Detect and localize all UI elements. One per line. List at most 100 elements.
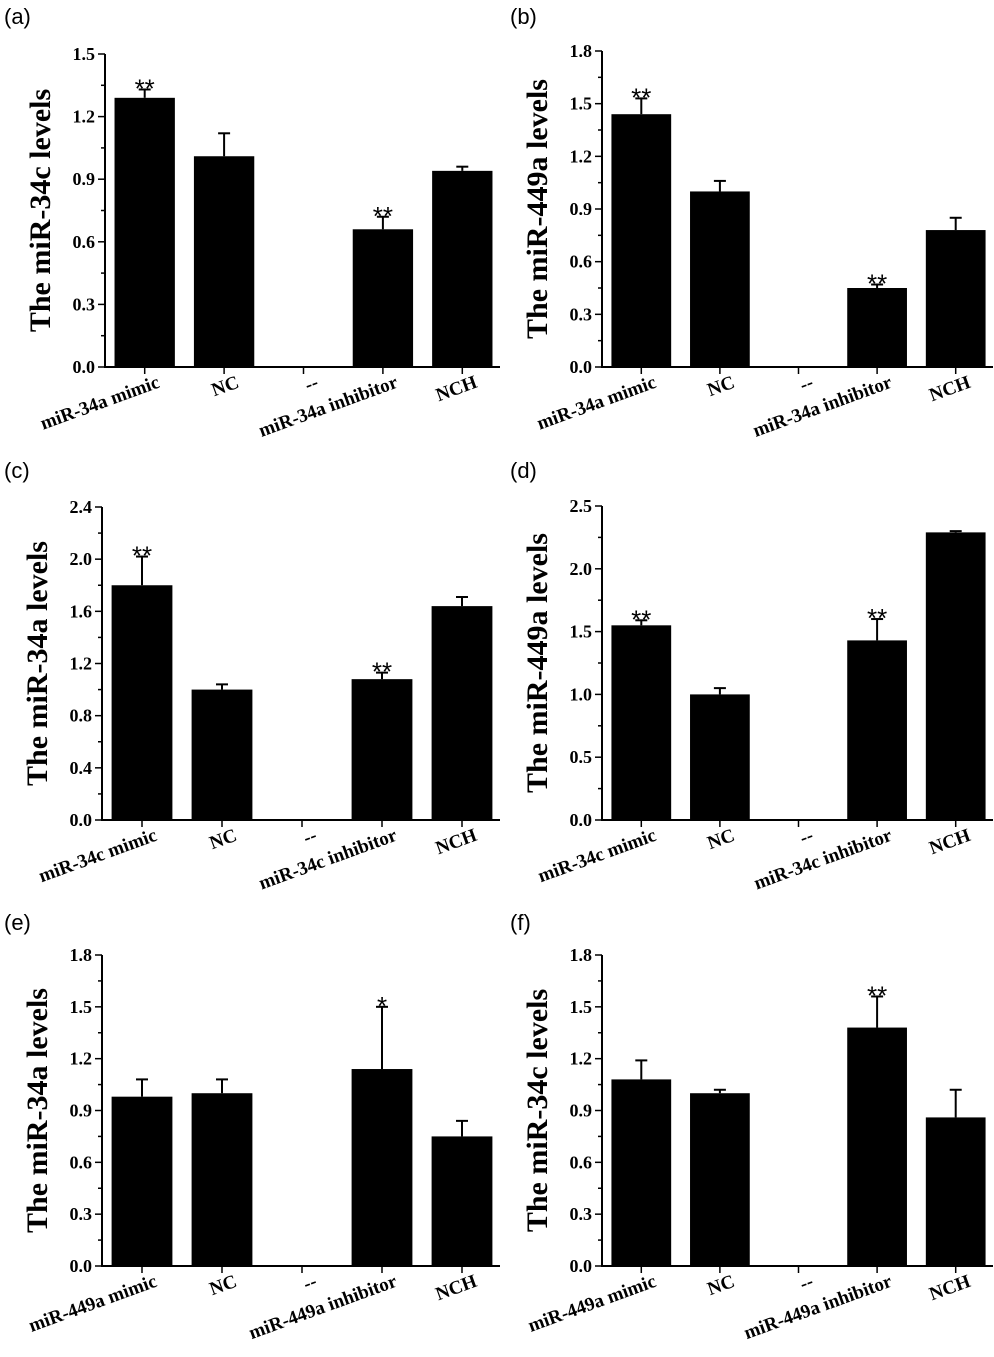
bar xyxy=(690,191,750,367)
y-tick-label: 1.2 xyxy=(70,654,93,674)
x-category-label: miR-449a mimic xyxy=(525,1271,659,1337)
significance-label: ** xyxy=(867,603,887,633)
x-category-label: miR-34a inhibitor xyxy=(256,372,401,442)
chart-panel-2: (c) The miR-34a levels ** ** 0.0 0.4 0.8 1.2 1.6… xyxy=(4,458,500,894)
x-category-label: NC xyxy=(705,372,738,401)
significance-label: ** xyxy=(867,268,887,298)
x-category-label: NC xyxy=(705,825,738,854)
bar xyxy=(111,585,173,820)
bar xyxy=(431,606,493,820)
y-axis-title: The miR-34a levels xyxy=(21,541,54,786)
x-category-label: miR-449a mimic xyxy=(26,1271,160,1337)
chart-panel-3: (d) The miR-449a levels ** ** 0.0 0.5 1.0 1.5 2.… xyxy=(510,458,993,894)
y-tick-label: 0.0 xyxy=(570,1256,593,1276)
y-tick-label: 1.8 xyxy=(570,41,593,61)
panel-label: (f) xyxy=(510,910,531,935)
bar xyxy=(432,170,493,367)
x-category-label: miR-34a mimic xyxy=(534,372,659,435)
x-category-label: miR-34a mimic xyxy=(38,372,163,435)
y-tick-label: 2.4 xyxy=(70,497,93,517)
y-tick-label: 0.6 xyxy=(70,1152,93,1172)
y-axis-title: The miR-449a levels xyxy=(521,79,554,339)
significance-label: ** xyxy=(373,201,393,231)
bar xyxy=(114,97,175,367)
significance-label: ** xyxy=(631,604,651,634)
x-category-label: -- xyxy=(301,1271,320,1295)
y-tick-label: 0.5 xyxy=(570,747,593,767)
bar xyxy=(925,532,986,820)
y-tick-label: 1.5 xyxy=(73,44,96,64)
bar xyxy=(690,694,750,820)
bar xyxy=(847,1027,907,1266)
y-tick-label: 1.8 xyxy=(70,945,93,965)
x-category-label: NCH xyxy=(927,1271,974,1305)
bar xyxy=(847,288,907,367)
y-tick-label: 0.6 xyxy=(73,232,96,252)
chart-panel-1: (b) The miR-449a levels ** ** 0.0 0.3 0.6 0.9 1.… xyxy=(510,4,993,442)
y-tick-label: 0.3 xyxy=(570,1204,593,1224)
y-tick-label: 0.0 xyxy=(570,357,593,377)
bar xyxy=(611,1079,672,1266)
chart-panel-0: (a) The miR-34c levels ** ** 0.0 0.3 0.6 0.9 1.2… xyxy=(4,4,500,442)
x-category-label: miR-34c inhibitor xyxy=(751,825,895,895)
y-tick-label: 1.2 xyxy=(70,1049,93,1069)
x-category-label: miR-449a inhibitor xyxy=(741,1271,895,1344)
bar xyxy=(351,679,413,820)
bar xyxy=(925,1117,986,1266)
y-tick-label: 0.0 xyxy=(70,810,93,830)
y-axis-title: The miR-449a levels xyxy=(521,533,554,793)
x-category-label: miR-34c mimic xyxy=(36,825,160,887)
x-category-label: -- xyxy=(302,372,321,396)
y-tick-label: 0.3 xyxy=(73,294,96,314)
x-category-label: NC xyxy=(207,1271,240,1300)
x-category-label: NCH xyxy=(433,825,480,859)
bar xyxy=(847,640,907,820)
significance-label: ** xyxy=(631,82,651,112)
x-category-label: miR-34c inhibitor xyxy=(256,825,400,895)
y-tick-label: 0.0 xyxy=(70,1256,93,1276)
panel-label: (a) xyxy=(4,4,31,29)
bar xyxy=(191,1093,253,1266)
panel-label: (b) xyxy=(510,4,537,29)
y-tick-label: 1.5 xyxy=(570,94,593,114)
y-tick-label: 0.8 xyxy=(70,706,93,726)
y-tick-label: 1.0 xyxy=(570,684,593,704)
y-tick-label: 0.9 xyxy=(70,1101,93,1121)
y-tick-label: 2.5 xyxy=(570,496,593,516)
x-category-label: -- xyxy=(797,1271,816,1295)
y-tick-label: 0.4 xyxy=(70,758,93,778)
x-category-label: NCH xyxy=(927,825,974,859)
y-tick-label: 0.9 xyxy=(73,169,96,189)
bar xyxy=(431,1136,493,1266)
y-tick-label: 0.0 xyxy=(73,357,96,377)
y-tick-label: 1.5 xyxy=(570,997,593,1017)
panel-label: (c) xyxy=(4,458,30,483)
y-tick-label: 1.2 xyxy=(570,146,593,166)
bar xyxy=(111,1096,173,1266)
x-category-label: NC xyxy=(209,372,242,401)
x-category-label: -- xyxy=(797,825,816,849)
x-category-label: NCH xyxy=(433,372,480,406)
panel-label: (d) xyxy=(510,458,537,483)
significance-label: ** xyxy=(135,73,155,103)
x-category-label: NC xyxy=(207,825,240,854)
chart-panel-5: (f) The miR-34c levels ** 0.0 0.3 0.6 0.9 1.2 1.… xyxy=(510,910,993,1344)
x-category-label: NC xyxy=(705,1271,738,1300)
y-tick-label: 0.3 xyxy=(570,304,593,324)
y-axis-title: The miR-34c levels xyxy=(24,89,57,332)
bar xyxy=(925,230,986,367)
y-axis-title: The miR-34c levels xyxy=(521,989,554,1232)
x-category-label: -- xyxy=(301,825,320,849)
y-tick-label: 0.9 xyxy=(570,199,593,219)
y-tick-label: 0.6 xyxy=(570,1152,593,1172)
y-tick-label: 0.9 xyxy=(570,1101,593,1121)
bar xyxy=(191,689,253,820)
y-tick-label: 0.3 xyxy=(70,1204,93,1224)
bar xyxy=(351,1069,413,1266)
significance-label: ** xyxy=(867,980,887,1010)
panel-label: (e) xyxy=(4,910,31,935)
y-tick-label: 1.5 xyxy=(70,997,93,1017)
x-category-label: miR-34a inhibitor xyxy=(750,372,895,442)
y-tick-label: 1.5 xyxy=(570,622,593,642)
